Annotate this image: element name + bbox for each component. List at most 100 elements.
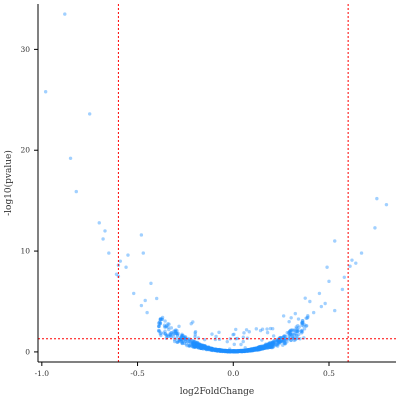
data-point bbox=[250, 347, 254, 352]
data-point bbox=[219, 348, 224, 353]
data-point bbox=[201, 344, 205, 348]
data-point bbox=[270, 345, 274, 349]
data-point bbox=[206, 346, 211, 351]
data-point bbox=[244, 348, 249, 353]
data-point bbox=[208, 346, 212, 350]
data-point bbox=[218, 349, 223, 353]
data-point bbox=[213, 348, 217, 353]
outlier-point bbox=[340, 287, 345, 292]
data-point bbox=[281, 314, 286, 318]
data-point bbox=[157, 320, 162, 324]
data-point bbox=[283, 334, 287, 338]
data-point bbox=[268, 341, 272, 345]
data-point bbox=[232, 349, 237, 354]
data-point bbox=[216, 348, 220, 352]
data-point bbox=[198, 345, 202, 349]
data-point bbox=[166, 334, 171, 339]
data-point bbox=[159, 331, 163, 335]
data-point bbox=[203, 344, 207, 348]
data-point bbox=[194, 344, 198, 348]
data-point bbox=[221, 349, 225, 353]
data-point bbox=[193, 345, 198, 349]
data-point bbox=[289, 332, 293, 337]
y-tick-label: 0 bbox=[25, 347, 30, 356]
data-point bbox=[289, 338, 293, 343]
data-point bbox=[247, 348, 251, 353]
data-point bbox=[274, 343, 278, 347]
data-point bbox=[260, 345, 264, 349]
data-point bbox=[259, 347, 263, 351]
data-point bbox=[236, 349, 240, 354]
outlier-point bbox=[350, 258, 354, 262]
data-point bbox=[203, 346, 208, 350]
data-point bbox=[272, 339, 276, 343]
data-point bbox=[225, 349, 229, 354]
data-point bbox=[254, 347, 258, 351]
data-point bbox=[249, 348, 253, 353]
data-point bbox=[280, 340, 284, 344]
data-point bbox=[253, 348, 257, 353]
data-point bbox=[255, 347, 259, 352]
data-point bbox=[270, 341, 275, 345]
data-point bbox=[163, 332, 167, 336]
data-point bbox=[211, 347, 215, 351]
points-layer bbox=[43, 12, 389, 354]
data-point bbox=[265, 343, 270, 347]
data-point bbox=[219, 348, 224, 352]
data-point bbox=[157, 324, 161, 329]
data-point bbox=[224, 349, 228, 353]
data-point bbox=[246, 348, 251, 352]
data-point bbox=[249, 348, 253, 352]
outlier-point bbox=[103, 229, 107, 233]
data-point bbox=[265, 345, 269, 349]
data-point bbox=[293, 311, 298, 316]
data-point bbox=[284, 337, 288, 341]
data-point bbox=[230, 349, 235, 354]
data-point bbox=[256, 346, 260, 350]
data-point bbox=[268, 345, 272, 349]
data-point bbox=[249, 347, 254, 352]
data-point bbox=[227, 349, 231, 353]
data-point bbox=[249, 347, 254, 352]
data-point bbox=[301, 324, 305, 328]
data-point bbox=[218, 348, 223, 352]
data-point bbox=[303, 296, 307, 300]
data-point bbox=[256, 347, 260, 352]
data-point bbox=[182, 341, 187, 346]
data-point bbox=[233, 349, 238, 353]
data-point bbox=[259, 345, 263, 349]
data-point bbox=[241, 349, 245, 353]
data-point bbox=[194, 344, 198, 349]
data-point bbox=[219, 348, 223, 353]
data-point bbox=[255, 347, 259, 351]
data-point bbox=[255, 348, 260, 352]
data-point bbox=[246, 349, 250, 353]
outlier-point bbox=[107, 251, 111, 255]
data-point bbox=[235, 349, 239, 353]
data-point bbox=[232, 349, 236, 353]
data-point bbox=[288, 333, 292, 337]
data-point bbox=[194, 340, 198, 345]
data-point bbox=[295, 333, 299, 338]
data-point bbox=[246, 347, 250, 352]
data-point bbox=[251, 348, 255, 352]
data-point bbox=[295, 329, 299, 334]
data-point bbox=[176, 331, 180, 336]
data-point bbox=[212, 348, 217, 352]
data-point bbox=[193, 342, 197, 347]
data-point bbox=[225, 349, 229, 354]
data-point bbox=[231, 349, 235, 353]
data-point bbox=[264, 346, 268, 350]
data-point bbox=[218, 349, 223, 353]
data-point bbox=[263, 345, 267, 350]
data-point bbox=[252, 347, 256, 352]
data-point bbox=[204, 346, 208, 351]
data-point bbox=[282, 338, 287, 343]
data-point bbox=[246, 348, 250, 353]
data-point bbox=[237, 349, 241, 354]
data-point bbox=[158, 322, 162, 326]
data-point bbox=[206, 346, 211, 350]
data-point bbox=[198, 344, 203, 348]
data-point bbox=[216, 348, 220, 352]
data-point bbox=[234, 349, 238, 353]
